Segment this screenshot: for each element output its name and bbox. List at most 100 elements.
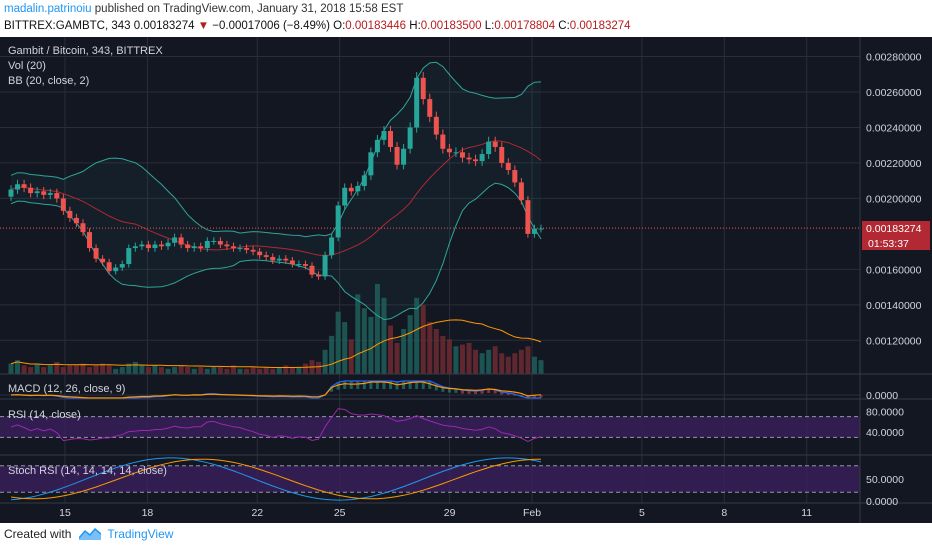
macd-histogram-bar <box>441 386 445 392</box>
candle-body <box>322 255 328 277</box>
stoch-y-tick: 50.0000 <box>866 474 904 486</box>
macd-histogram-bar <box>389 381 393 389</box>
volume-bar <box>486 349 492 374</box>
volume-bar <box>374 284 380 374</box>
volume-bar <box>538 360 544 374</box>
candle-body <box>296 264 302 266</box>
rsi-y-tick: 40.0000 <box>866 427 904 439</box>
y-tick-label: 0.00280000 <box>866 52 922 64</box>
candle-body <box>93 248 99 259</box>
macd-histogram-bar <box>415 381 419 389</box>
candle-body <box>276 258 282 261</box>
macd-histogram-bar <box>362 381 366 389</box>
volume-bar <box>172 367 178 374</box>
countdown: 01:53:37 <box>868 238 909 250</box>
candle-body <box>329 237 335 256</box>
candle-body <box>368 152 374 176</box>
volume-bar <box>145 367 151 374</box>
candle-body <box>433 116 439 135</box>
volume-bar <box>178 365 184 374</box>
candle-body <box>407 127 413 149</box>
candle-body <box>486 141 492 155</box>
volume-bar <box>54 361 60 374</box>
volume-bar <box>394 342 400 374</box>
volume-bar <box>473 349 479 374</box>
candle-body <box>158 244 164 247</box>
vol-legend: Vol (20) <box>8 60 46 72</box>
candle-body <box>263 255 269 257</box>
high-label: H: <box>409 20 421 32</box>
candle-body <box>531 228 537 234</box>
candle-body <box>289 260 295 265</box>
volume-bar <box>492 346 498 374</box>
macd-histogram-bar <box>428 381 432 389</box>
macd-histogram-bar <box>474 391 478 395</box>
macd-histogram-bar <box>375 381 379 389</box>
macd-histogram-bar <box>349 381 353 390</box>
volume-bar <box>257 368 263 374</box>
macd-y-tick: 0.0000 <box>866 390 898 402</box>
candle-body <box>165 242 171 247</box>
footer: Created with TradingView <box>4 527 173 541</box>
candle-body <box>126 248 132 265</box>
ohlc-header: BITTREX:GAMBTC, 343 0.00183274 ▼ −0.0001… <box>4 20 631 32</box>
macd-histogram-bar <box>447 388 451 393</box>
y-tick-label: 0.00220000 <box>866 158 922 170</box>
candle-body <box>185 244 191 249</box>
candle-body <box>8 189 14 197</box>
candle-body <box>15 184 21 190</box>
candle-body <box>60 198 66 211</box>
macd-histogram-bar <box>330 386 334 392</box>
oscillator-panels <box>0 380 860 501</box>
volume-bar <box>93 365 99 374</box>
volume-bar <box>106 365 112 374</box>
chart-canvas[interactable]: 0.00280000 0.00260000 0.00240000 0.00220000… <box>0 37 932 523</box>
tradingview-link[interactable]: TradingView <box>107 527 174 541</box>
volume-bar <box>158 367 164 374</box>
candle-body <box>217 240 223 245</box>
candle-body <box>420 77 426 100</box>
volume-bar <box>407 315 413 374</box>
volume-bar <box>401 329 407 374</box>
candle-body <box>119 264 125 268</box>
high-value: 0.00183500 <box>420 20 482 32</box>
volume-bar <box>80 363 86 374</box>
down-arrow-icon: ▼ <box>197 20 210 32</box>
candle-body <box>525 200 531 234</box>
volume-bar <box>283 365 289 374</box>
candle-body <box>381 131 387 140</box>
candle-body <box>512 170 518 183</box>
macd-histogram-bar <box>487 388 491 393</box>
candle-body <box>446 148 452 153</box>
candle-body <box>100 258 106 263</box>
candle-body <box>427 99 433 117</box>
candle-body <box>401 148 407 165</box>
author-link[interactable]: madalin.patrinoiu <box>4 3 92 15</box>
x-tick-label: 11 <box>801 507 812 519</box>
macd-histogram-bar <box>408 381 412 389</box>
x-tick-label: 15 <box>59 507 71 519</box>
volume-bar <box>191 368 197 374</box>
candle-body <box>414 77 420 128</box>
volume-bar <box>60 367 66 374</box>
volume-bar <box>8 363 14 374</box>
candle-body <box>499 146 505 163</box>
bb-upper-line <box>10 61 542 238</box>
volume-bar <box>224 368 230 374</box>
volume-bar <box>388 325 394 374</box>
stoch-d-line <box>10 458 542 500</box>
volume-bar <box>446 339 452 374</box>
candle-body <box>21 184 27 188</box>
volume-bar <box>15 360 21 374</box>
macd-histogram-bar <box>402 381 406 389</box>
bb-lower-line <box>10 182 542 321</box>
candle-body <box>473 159 479 162</box>
stoch-legend: Stoch RSI (14, 14, 14, 14, close) <box>8 465 167 477</box>
rsi-legend: RSI (14, close) <box>8 409 81 421</box>
volume-bar <box>237 368 243 374</box>
macd-histogram-bar <box>467 390 471 394</box>
open-label: O: <box>333 20 346 32</box>
chart-title: Gambit / Bitcoin, 343, BITTREX <box>8 45 163 57</box>
candle-body <box>172 237 178 243</box>
volume-bar <box>414 297 420 374</box>
